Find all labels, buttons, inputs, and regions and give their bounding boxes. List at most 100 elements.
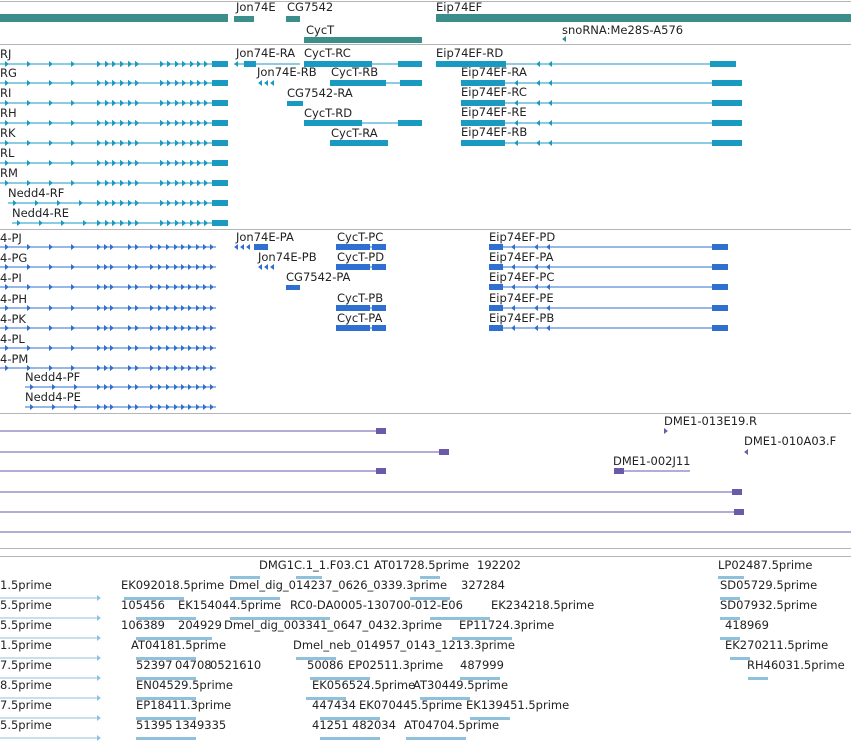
est-block[interactable] xyxy=(420,697,470,700)
mrna-nedd4-strand-arrow[interactable] xyxy=(71,80,75,86)
mrna-eip74ef-rd-strand-arrow[interactable] xyxy=(548,61,552,67)
protein-nedd4-strand-arrow[interactable] xyxy=(5,365,9,371)
protein-nedd4-exon[interactable] xyxy=(210,345,214,351)
protein-nedd4-pf-exon[interactable] xyxy=(97,384,101,390)
protein-nedd4-pf-strand-arrow[interactable] xyxy=(74,384,78,390)
mrna-nedd4-strand-arrow[interactable] xyxy=(71,180,75,186)
mrna-nedd4-exon[interactable] xyxy=(190,159,195,167)
protein-nedd4-exon[interactable] xyxy=(210,305,214,311)
protein-nedd4-strand-arrow[interactable] xyxy=(49,305,53,311)
protein-label-nedd4-5[interactable]: 4-PL xyxy=(0,332,25,346)
protein-nedd4-exon[interactable] xyxy=(128,365,132,371)
mrna-nedd4-re-exon[interactable] xyxy=(128,219,133,227)
mrna-nedd4-exon[interactable] xyxy=(112,139,117,147)
est-label[interactable]: Dmel_dig_003341_0647_0432.3prime xyxy=(224,618,443,632)
protein-nedd4-exon[interactable] xyxy=(203,325,207,331)
protein-nedd4-strand-arrow[interactable] xyxy=(5,345,9,351)
protein-label-nedd4-0[interactable]: 4-PJ xyxy=(0,231,22,245)
mrna-nedd4-exon[interactable] xyxy=(105,79,110,87)
protein-nedd4-exon[interactable] xyxy=(196,244,200,250)
mrna-nedd4-exon[interactable] xyxy=(182,79,187,87)
protein-nedd4-exon[interactable] xyxy=(135,325,139,331)
mrna-nedd4-strand-arrow[interactable] xyxy=(5,80,9,86)
mrna-nedd4-exon[interactable] xyxy=(175,99,180,107)
mrna-nedd4-strand-arrow[interactable] xyxy=(49,140,53,146)
mrna-nedd4-exon[interactable] xyxy=(135,179,140,187)
est-label[interactable]: 487999 xyxy=(460,658,504,672)
est-label[interactable]: Dmel_neb_014957_0143_1213.3prime xyxy=(293,638,515,652)
mrna-nedd4-exon[interactable] xyxy=(167,119,172,127)
mrna-nedd4-exon[interactable] xyxy=(182,159,187,167)
mrna-nedd4-exon[interactable] xyxy=(197,159,202,167)
protein-nedd4-exon[interactable] xyxy=(210,365,214,371)
protein-nedd4-exon[interactable] xyxy=(196,264,200,270)
mrna-nedd4-strand-arrow[interactable] xyxy=(27,100,31,106)
protein-nedd4-exon[interactable] xyxy=(188,345,192,351)
mrna-label-cyct-rd[interactable]: CycT-RD xyxy=(304,106,353,120)
protein-nedd4-exon[interactable] xyxy=(210,244,214,250)
est-label[interactable]: 1.5prime xyxy=(0,578,52,592)
mrna-nedd4-exon[interactable] xyxy=(97,79,102,87)
protein-nedd4-exon[interactable] xyxy=(188,305,192,311)
mrna-nedd4-strand-arrow[interactable] xyxy=(71,100,75,106)
protein-nedd4-exon[interactable] xyxy=(196,284,200,290)
mrna-nedd4-strand-arrow[interactable] xyxy=(5,100,9,106)
protein-nedd4-exon[interactable] xyxy=(174,264,178,270)
mrna-eip74ef-strand-arrow[interactable] xyxy=(536,80,540,86)
est-line-arrow[interactable] xyxy=(97,615,101,621)
protein-nedd4-exon[interactable] xyxy=(210,264,214,270)
protein-nedd4-exon[interactable] xyxy=(181,264,185,270)
protein-eip74ef-exon[interactable] xyxy=(489,325,503,331)
protein-nedd4-exon[interactable] xyxy=(97,244,101,250)
protein-nedd4-exon[interactable] xyxy=(110,244,114,250)
protein-nedd4-strand-arrow[interactable] xyxy=(5,264,9,270)
est-block[interactable] xyxy=(296,657,336,660)
mrna-nedd4-exon[interactable] xyxy=(167,99,172,107)
mrna-eip74ef-rd-exon[interactable] xyxy=(710,61,736,67)
est-label[interactable]: 5.5prime xyxy=(0,718,52,732)
mrna-nedd4-exon[interactable] xyxy=(128,79,133,87)
mrna-nedd4-exon[interactable] xyxy=(105,60,110,68)
mrna-eip74ef-exon[interactable] xyxy=(712,140,742,146)
est-label[interactable]: AT04181.5prime xyxy=(131,638,227,652)
protein-nedd4-exon[interactable] xyxy=(174,244,178,250)
est-label[interactable]: 5.5prime xyxy=(0,618,52,632)
protein-nedd4-exon[interactable] xyxy=(150,284,154,290)
mrna-eip74ef-exon[interactable] xyxy=(461,120,505,126)
protein-eip74ef-strand-arrow[interactable] xyxy=(546,325,550,331)
protein-nedd4-exon[interactable] xyxy=(158,244,162,250)
protein-label-eip74ef[interactable]: Eip74EF-PD xyxy=(489,230,556,244)
protein-nedd4-exon[interactable] xyxy=(158,305,162,311)
mrna-nedd4-strand-arrow[interactable] xyxy=(71,160,75,166)
protein-jon74e-pa-exon[interactable] xyxy=(254,244,268,250)
mrna-nedd4-exon[interactable] xyxy=(97,139,102,147)
protein-nedd4-exon[interactable] xyxy=(174,345,178,351)
mrna-cyct-rb-exon[interactable] xyxy=(330,80,386,86)
mrna-nedd4-re-strand-arrow[interactable] xyxy=(61,220,65,226)
mrna-eip74ef-exon[interactable] xyxy=(712,100,742,106)
mrna-nedd4-exon[interactable] xyxy=(197,119,202,127)
mrna-nedd4-re-exon-block[interactable] xyxy=(212,220,228,226)
mrna-nedd4-exon[interactable] xyxy=(204,139,209,147)
est-block[interactable] xyxy=(430,617,490,620)
protein-eip74ef-strand-arrow[interactable] xyxy=(511,284,515,290)
protein-nedd4-exon[interactable] xyxy=(203,305,207,311)
protein-label-eip74ef[interactable]: Eip74EF-PB xyxy=(489,311,555,325)
est-block[interactable] xyxy=(748,677,768,680)
protein-nedd4-exon[interactable] xyxy=(110,345,114,351)
gene-label-cg7542[interactable]: CG7542 xyxy=(287,0,334,14)
mrna-nedd4-exon-block[interactable] xyxy=(212,120,228,126)
protein-nedd4-strand-arrow[interactable] xyxy=(27,264,31,270)
mrna-nedd4-strand-arrow[interactable] xyxy=(71,61,75,67)
protein-nedd4-exon[interactable] xyxy=(166,264,170,270)
mrna-nedd4-rf-exon[interactable] xyxy=(120,199,125,207)
mrna-nedd4-re-exon[interactable] xyxy=(160,219,165,227)
protein-nedd4-exon[interactable] xyxy=(104,244,108,250)
mrna-eip74ef-strand-arrow[interactable] xyxy=(536,120,540,126)
protein-nedd4-exon[interactable] xyxy=(128,244,132,250)
protein-label-cyct[interactable]: CycT-PA xyxy=(337,311,383,325)
protein-nedd4-exon[interactable] xyxy=(174,325,178,331)
est-at01728[interactable] xyxy=(296,576,322,579)
mrna-jon74e-rb-strand-arrow[interactable] xyxy=(264,80,268,86)
protein-nedd4-exon[interactable] xyxy=(128,264,132,270)
